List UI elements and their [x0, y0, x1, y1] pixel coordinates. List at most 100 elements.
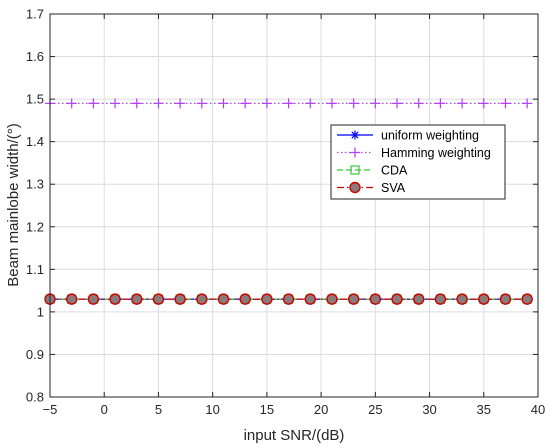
y-tick-label: 1.1 — [26, 262, 44, 277]
data-point — [239, 293, 251, 305]
circle-shape — [478, 293, 490, 305]
y-tick-label: 1.4 — [26, 134, 44, 149]
circle-shape — [131, 293, 143, 305]
x-tick-label: 30 — [422, 402, 436, 417]
data-point — [347, 293, 360, 305]
asterisk-stroke — [351, 131, 359, 139]
legend-entry: Hamming weighting — [337, 146, 491, 160]
data-point — [370, 98, 381, 109]
data-point — [88, 98, 99, 109]
data-point — [348, 98, 359, 109]
legend-label: Hamming weighting — [381, 146, 491, 160]
legend-label: CDA — [381, 164, 408, 178]
data-point — [283, 98, 294, 109]
data-point — [110, 98, 121, 109]
circle-shape — [109, 293, 121, 305]
x-tick-label: 10 — [205, 402, 219, 417]
circle-shape — [87, 293, 100, 305]
data-point — [500, 98, 511, 109]
y-tick-label: 1.3 — [26, 177, 44, 192]
x-tick-label: 0 — [101, 402, 108, 417]
circle-shape — [349, 181, 361, 194]
data-point — [217, 293, 230, 305]
legend-entry: uniform weighting — [337, 129, 479, 143]
data-point — [369, 293, 382, 305]
data-point — [457, 98, 468, 109]
data-point — [305, 98, 316, 109]
data-point — [499, 293, 512, 305]
circle-shape — [499, 293, 512, 305]
square-shape — [350, 165, 360, 175]
data-point — [218, 98, 229, 109]
legend-marker — [350, 130, 360, 140]
data-point — [240, 98, 251, 109]
circle-shape — [152, 293, 165, 305]
y-axis-label: Beam mainlobe width/(°) — [5, 123, 22, 287]
circle-shape — [369, 293, 382, 305]
x-axis-label: input SNR/(dB) — [244, 427, 345, 444]
data-point — [174, 293, 186, 305]
data-point — [478, 98, 489, 109]
y-tick-label: 1.2 — [26, 219, 44, 234]
series-layer — [44, 98, 533, 305]
data-point — [175, 98, 186, 109]
data-point — [65, 293, 78, 305]
data-point — [87, 293, 100, 305]
series-hamming-weighting — [45, 98, 533, 109]
data-point — [196, 293, 208, 305]
data-point — [435, 98, 446, 109]
legend-marker — [349, 181, 361, 194]
data-point — [304, 293, 316, 305]
data-point — [522, 98, 533, 109]
x-tick-label: 40 — [531, 402, 545, 417]
data-point — [326, 98, 337, 109]
circle-shape — [217, 293, 230, 305]
data-point — [196, 98, 207, 109]
legend-label: uniform weighting — [381, 129, 479, 143]
x-tick-label: 15 — [260, 402, 274, 417]
circle-shape — [196, 293, 208, 305]
data-point — [434, 293, 447, 305]
circle-shape — [239, 293, 251, 305]
y-tick-label: 1.7 — [26, 7, 44, 22]
x-tick-label: 25 — [368, 402, 382, 417]
legend-marker — [350, 147, 360, 158]
axes-frame — [49, 13, 539, 398]
data-point — [152, 293, 165, 305]
plot-area — [50, 14, 538, 397]
y-tick-label: 0.8 — [26, 390, 44, 405]
circle-shape — [456, 293, 468, 305]
circle-shape — [391, 293, 403, 305]
y-tick-label: 1 — [37, 304, 44, 319]
data-point — [66, 98, 77, 109]
data-point — [261, 293, 273, 305]
circle-shape — [521, 293, 533, 305]
circle-shape — [326, 293, 338, 305]
legend: uniform weighting Hamming weighting CDA SVA — [330, 124, 506, 200]
data-point — [282, 293, 295, 305]
data-point — [131, 98, 142, 109]
legend-entry: CDA — [337, 164, 408, 178]
data-point — [478, 293, 490, 305]
data-point — [413, 98, 424, 109]
y-tick-label: 0.9 — [26, 347, 44, 362]
data-point — [391, 293, 403, 305]
circle-shape — [347, 293, 360, 305]
circle-shape — [261, 293, 273, 305]
legend-marker — [350, 165, 360, 175]
y-tick-label: 1.5 — [26, 92, 44, 107]
circle-shape — [434, 293, 447, 305]
data-point — [392, 98, 403, 109]
y-tick-label: 1.6 — [26, 49, 44, 64]
data-point — [521, 293, 533, 305]
x-tick-label: 5 — [155, 402, 162, 417]
data-point — [153, 98, 164, 109]
circle-shape — [413, 293, 425, 305]
data-point — [413, 293, 425, 305]
circle-shape — [65, 293, 78, 305]
data-point — [261, 98, 272, 109]
circle-shape — [174, 293, 186, 305]
x-tick-label: 20 — [314, 402, 328, 417]
x-tick-label: 35 — [477, 402, 491, 417]
